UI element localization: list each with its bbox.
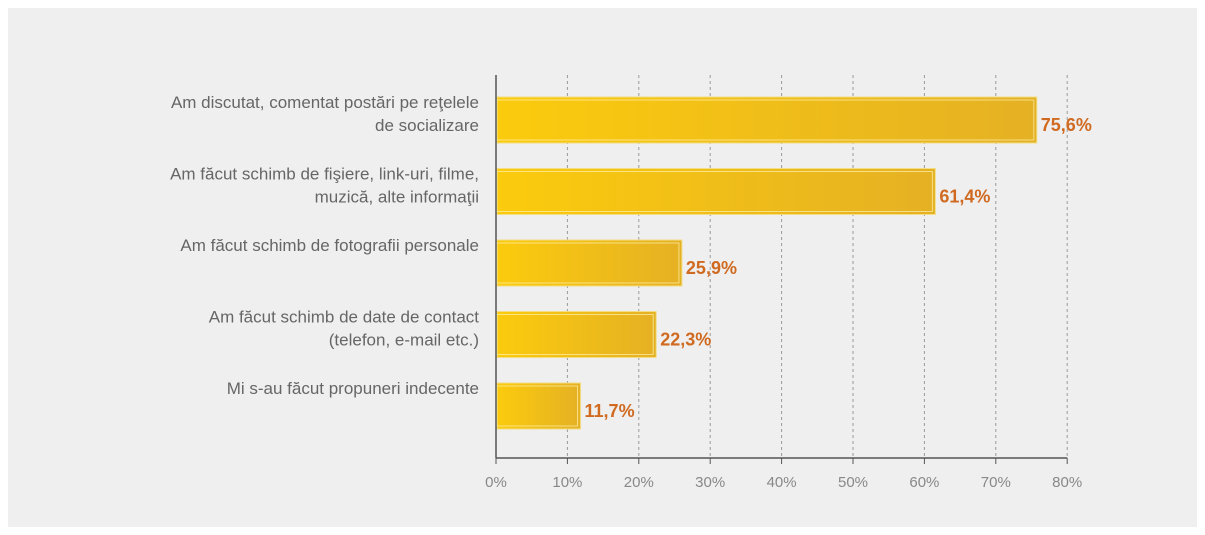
x-tick-label: 30% xyxy=(695,474,725,491)
bar xyxy=(496,382,582,430)
category-label: Am discutat, comentat postări pe reţelel… xyxy=(171,93,479,112)
bar-inner-edge xyxy=(496,99,1035,141)
category-label: Am făcut schimb de date de contact xyxy=(209,308,480,327)
bar xyxy=(496,239,683,287)
bars xyxy=(496,96,1038,430)
x-tick-label: 70% xyxy=(981,474,1011,491)
value-label: 25,9% xyxy=(686,258,737,278)
x-tick-label: 0% xyxy=(485,474,507,491)
x-tick-label: 40% xyxy=(767,474,797,491)
x-tick-label: 80% xyxy=(1052,474,1082,491)
category-label: Am făcut schimb de fotografii personale xyxy=(180,236,479,255)
category-label: Mi s-au făcut propuneri indecente xyxy=(227,379,479,398)
bar xyxy=(496,96,1038,144)
category-label: muzică, alte informaţii xyxy=(315,188,479,207)
x-tick-label: 10% xyxy=(552,474,582,491)
x-tick-label: 20% xyxy=(624,474,654,491)
bar xyxy=(496,168,936,215)
bar-inner-edge xyxy=(496,385,579,427)
value-label: 11,7% xyxy=(585,401,635,421)
value-label: 22,3% xyxy=(660,330,711,350)
x-tick-label: 50% xyxy=(838,474,868,491)
bar-inner-edge xyxy=(496,242,680,284)
x-tick-label: 60% xyxy=(909,474,939,491)
bar-inner-edge xyxy=(496,314,654,355)
category-label: de socializare xyxy=(375,116,479,135)
axes: 0% 10% 20% 30% 40% 50% 60% 70% 80% xyxy=(485,75,1082,491)
value-label: 61,4% xyxy=(939,187,990,207)
value-label: 75,6% xyxy=(1041,115,1092,135)
category-label: (telefon, e-mail etc.) xyxy=(329,331,479,350)
category-label: Am făcut schimb de fişiere, link-uri, fi… xyxy=(170,165,479,184)
bar-inner-edge xyxy=(496,171,933,212)
bar xyxy=(496,311,657,358)
labels: 75,6% Am discutat, comentat postări pe re… xyxy=(170,93,1092,421)
